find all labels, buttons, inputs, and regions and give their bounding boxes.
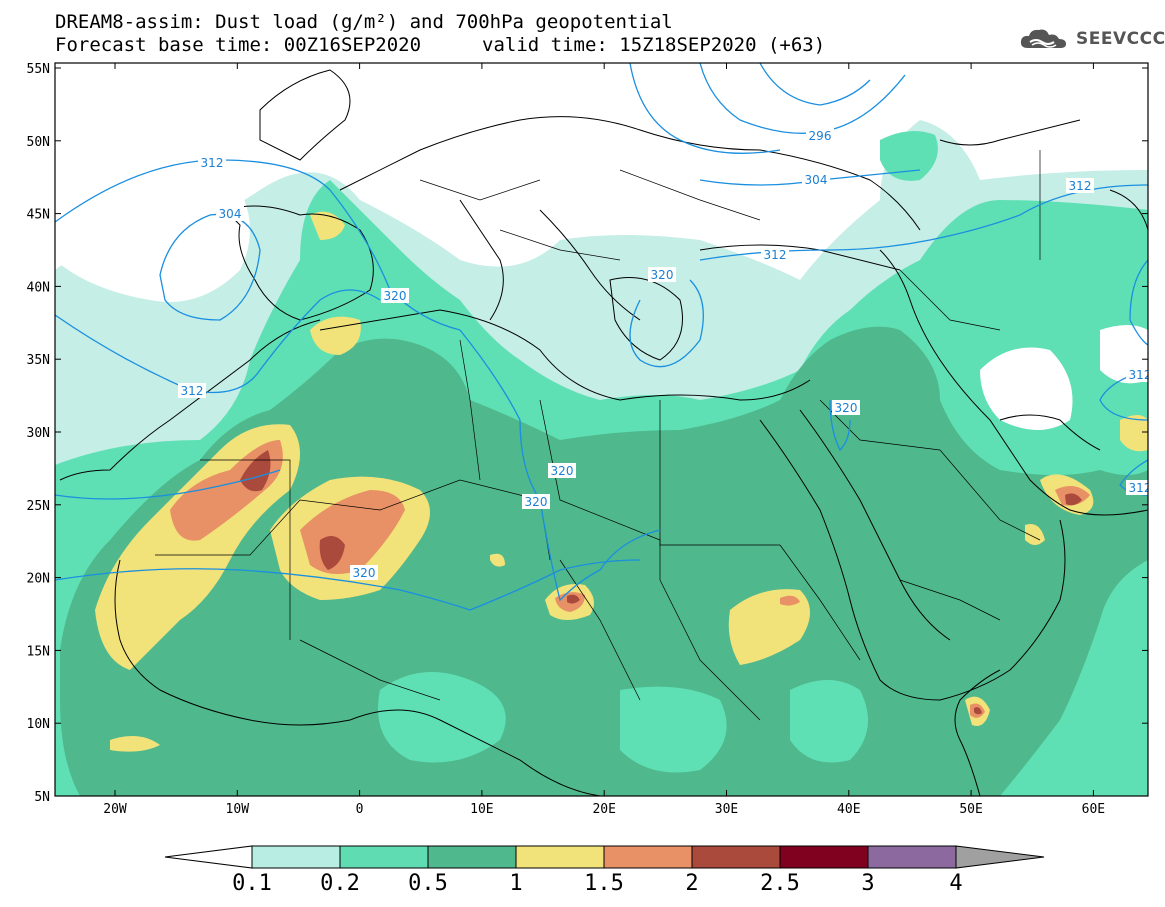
lat-label: 40N — [27, 280, 50, 295]
lon-label: 40E — [837, 802, 860, 817]
colorbar-swatch — [427, 845, 517, 869]
colorbar-label: 1 — [509, 871, 522, 896]
contour-label: 320 — [651, 268, 674, 282]
lat-label: 20N — [27, 572, 50, 587]
country-borders — [155, 150, 1041, 721]
lon-label: 50E — [959, 802, 982, 817]
colorbar-label: 2.5 — [760, 871, 800, 896]
seevccc-logo: SEEVCCC — [1018, 26, 1165, 52]
dust-level-0.2-patches — [378, 672, 868, 773]
longitude-labels: 20W 10W 0 10E 20E 30E 40E 50E 60E — [103, 802, 1105, 817]
geopotential-contours — [55, 63, 1148, 611]
lat-label: 25N — [27, 499, 50, 514]
contour-label-bg — [761, 247, 789, 262]
contour-label-bg — [1066, 178, 1094, 193]
contour-label-bg — [648, 267, 676, 282]
colorbar-label: 2 — [685, 871, 698, 896]
coastlines — [59, 69, 1148, 796]
lon-label: 0 — [356, 802, 364, 817]
contour-label-bg — [198, 155, 226, 170]
colorbar-label: 0.5 — [408, 871, 448, 896]
colorbar-label: 3 — [861, 871, 874, 896]
colorbar-swatch — [515, 845, 605, 869]
lat-label: 30N — [27, 426, 50, 441]
contour-label: 304 — [219, 207, 242, 221]
latitude-labels: 55N 50N 45N 40N 35N 30N 25N 20N 15N 10N 5N — [27, 62, 50, 805]
contour-label: 312 — [181, 384, 204, 398]
lon-label: 30E — [715, 802, 738, 817]
map-title: DREAM8-assim: Dust load (g/m²) and 700hP… — [55, 11, 673, 33]
contour-label: 320 — [835, 401, 858, 415]
contour-label-bg — [522, 494, 550, 509]
forecast-base-time: Forecast base time: 00Z16SEP2020 — [55, 34, 422, 56]
colorbar-swatch — [779, 845, 869, 869]
contour-label-bg — [1126, 367, 1148, 382]
contour-labels: 312 304 296 304 312 312 320 320 320 320 320 312 320 3… — [178, 128, 1152, 580]
colorbar-max-arrow — [955, 845, 1045, 869]
contour-label: 320 — [525, 495, 548, 509]
lat-label: 5N — [34, 790, 50, 805]
lat-label: 15N — [27, 644, 50, 659]
lon-label: 60E — [1082, 802, 1105, 817]
contour-label: 312 — [201, 156, 224, 170]
colorbar-swatch — [867, 845, 957, 869]
lat-label: 55N — [27, 62, 50, 77]
colorbar-swatch — [691, 845, 781, 869]
contour-label: 304 — [805, 173, 828, 187]
contour-label: 312 — [764, 248, 787, 262]
colorbar-swatch — [603, 845, 693, 869]
logo-text: SEEVCCC — [1076, 29, 1165, 49]
contour-label: 320 — [384, 289, 407, 303]
map-border — [54, 62, 1149, 797]
contour-label-bg — [350, 565, 378, 580]
contour-label-bg — [806, 128, 834, 143]
contour-label: 312 — [1069, 179, 1092, 193]
lat-label: 35N — [27, 353, 50, 368]
contour-label: 312 — [1129, 368, 1152, 382]
cloud-icon — [1020, 29, 1066, 48]
axis-ticks — [55, 63, 1148, 797]
colorbar-label: 0.1 — [232, 871, 272, 896]
contour-label-bg — [802, 172, 830, 187]
lon-label: 10W — [226, 802, 250, 817]
contour-label-bg — [832, 400, 860, 415]
contour-label-bg — [1126, 480, 1148, 495]
colorbar-swatch — [339, 845, 429, 869]
lat-label: 50N — [27, 135, 50, 150]
lon-label: 10E — [470, 802, 493, 817]
contour-label: 296 — [809, 129, 832, 143]
no-dust-areas — [55, 172, 1148, 430]
colorbar: 0.1 0.2 0.5 1 1.5 2 2.5 3 4 — [164, 845, 1045, 896]
colorbar-swatch — [251, 845, 341, 869]
contour-label: 312 — [1129, 481, 1152, 495]
colorbar-label: 4 — [949, 871, 962, 896]
lat-label: 10N — [27, 717, 50, 732]
colorbar-min-arrow — [164, 845, 253, 869]
contour-label-bg — [548, 463, 576, 478]
contour-label: 320 — [353, 566, 376, 580]
lat-label: 45N — [27, 208, 50, 223]
dust-level-0.5 — [60, 326, 1148, 796]
colorbar-label: 1.5 — [584, 871, 624, 896]
contour-label-bg — [178, 383, 206, 398]
contour-label-bg — [216, 206, 244, 221]
contour-label-bg — [381, 288, 409, 303]
map-frame: 312 304 296 304 312 312 320 320 320 320 320 312 320 3… — [55, 63, 1152, 796]
contour-label: 320 — [551, 464, 574, 478]
valid-time: valid time: 15Z18SEP2020 (+63) — [482, 34, 826, 56]
lon-label: 20E — [592, 802, 615, 817]
colorbar-label: 0.2 — [320, 871, 360, 896]
lon-label: 20W — [103, 802, 127, 817]
